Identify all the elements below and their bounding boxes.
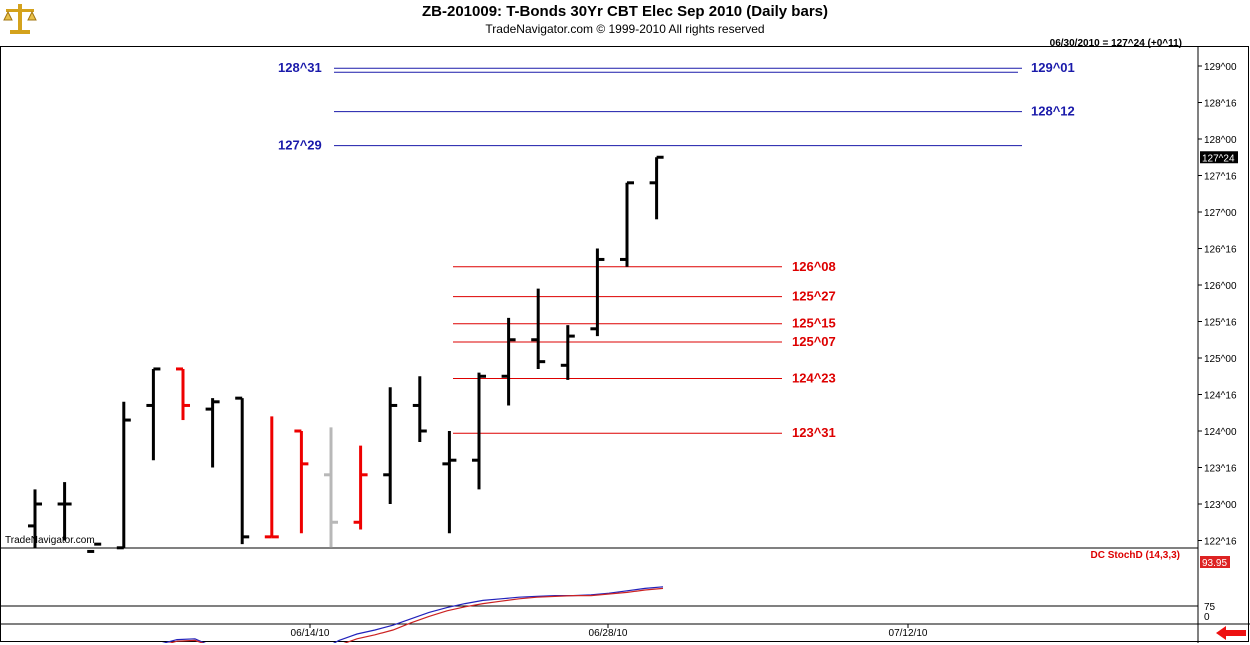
red-level-label: 125^07 — [792, 334, 836, 349]
ohlc-bar — [57, 482, 72, 541]
indicator-label: DC StochD (14,3,3) — [1091, 550, 1180, 561]
ohlc-bar — [383, 387, 398, 504]
ohlc-bar — [442, 431, 457, 534]
last-price-box — [1200, 151, 1238, 164]
ohlc-bar — [28, 489, 42, 548]
red-level-label: 125^15 — [792, 316, 836, 331]
ohlc-bar — [649, 155, 664, 220]
y-tick-label: 124^00 — [1204, 427, 1237, 438]
chart-title: ZB-201009: T-Bonds 30Yr CBT Elec Sep 201… — [422, 3, 828, 20]
red-level-label: 125^27 — [792, 289, 836, 304]
y-tick-label: 125^16 — [1204, 318, 1237, 329]
red-left-arrow-icon[interactable] — [1216, 626, 1246, 640]
ohlc-bar — [531, 288, 546, 369]
ohlc-bar — [146, 367, 161, 461]
last-price-status: 06/30/2010 = 127^24 (+0^11) — [1049, 38, 1182, 49]
indicator-value-box — [1200, 556, 1230, 568]
indicator-tick-label: 75 — [1204, 602, 1216, 613]
blue-level-label-right: 129^01 — [1031, 60, 1075, 75]
y-tick-label: 127^00 — [1204, 208, 1237, 219]
ohlc-bar — [501, 317, 516, 406]
y-tick-label: 126^00 — [1204, 281, 1237, 292]
ohlc-bar — [472, 372, 486, 490]
blue-level-label-left: 127^29 — [278, 138, 322, 153]
ohlc-bar — [560, 325, 575, 380]
y-tick-label: 123^16 — [1204, 464, 1237, 475]
y-tick-label: 123^00 — [1204, 500, 1237, 511]
blue-level-label-right: 128^12 — [1031, 104, 1075, 119]
y-tick-label: 128^16 — [1204, 99, 1237, 110]
indicator-value: 93.95 — [1202, 558, 1227, 569]
watermark: TradeNavigator.com — [5, 535, 95, 546]
chart-frame — [0, 46, 1249, 642]
stoch-k-line — [161, 586, 664, 643]
ohlc-bar — [87, 542, 102, 553]
y-tick-label: 122^16 — [1204, 537, 1237, 548]
ohlc-bar — [412, 376, 427, 442]
blue-level-label-left: 128^31 — [278, 60, 322, 75]
ohlc-bar — [324, 427, 338, 548]
stoch-d-line — [167, 587, 664, 643]
y-tick-label: 125^00 — [1204, 354, 1237, 365]
ohlc-bar — [590, 248, 605, 337]
y-tick-label: 128^00 — [1204, 135, 1237, 146]
y-tick-label: 129^00 — [1204, 62, 1237, 73]
red-level-label: 126^08 — [792, 259, 836, 274]
indicator-tick-label: 0 — [1204, 612, 1210, 623]
red-level-label: 123^31 — [792, 425, 836, 440]
ohlc-bar — [294, 429, 309, 534]
y-tick-label: 126^16 — [1204, 245, 1237, 256]
ohlc-bar — [116, 401, 131, 550]
last-price-label: 127^24 — [1202, 153, 1235, 164]
gold-scale-icon — [2, 2, 38, 36]
y-tick-label: 124^16 — [1204, 391, 1237, 402]
red-level-label: 124^23 — [792, 370, 836, 385]
ohlc-bar — [235, 396, 250, 545]
ohlc-bar — [264, 416, 279, 539]
y-tick-label: 127^16 — [1204, 172, 1237, 183]
ohlc-bar — [176, 367, 190, 421]
ohlc-bar — [620, 181, 634, 267]
chart-subtitle: TradeNavigator.com © 1999-2010 All right… — [485, 22, 765, 36]
x-tick-label: 06/14/10 — [291, 628, 330, 639]
ohlc-bar — [353, 445, 368, 530]
x-tick-label: 07/12/10 — [889, 628, 928, 639]
x-tick-label: 06/28/10 — [589, 628, 628, 639]
ohlc-bar — [205, 398, 220, 468]
